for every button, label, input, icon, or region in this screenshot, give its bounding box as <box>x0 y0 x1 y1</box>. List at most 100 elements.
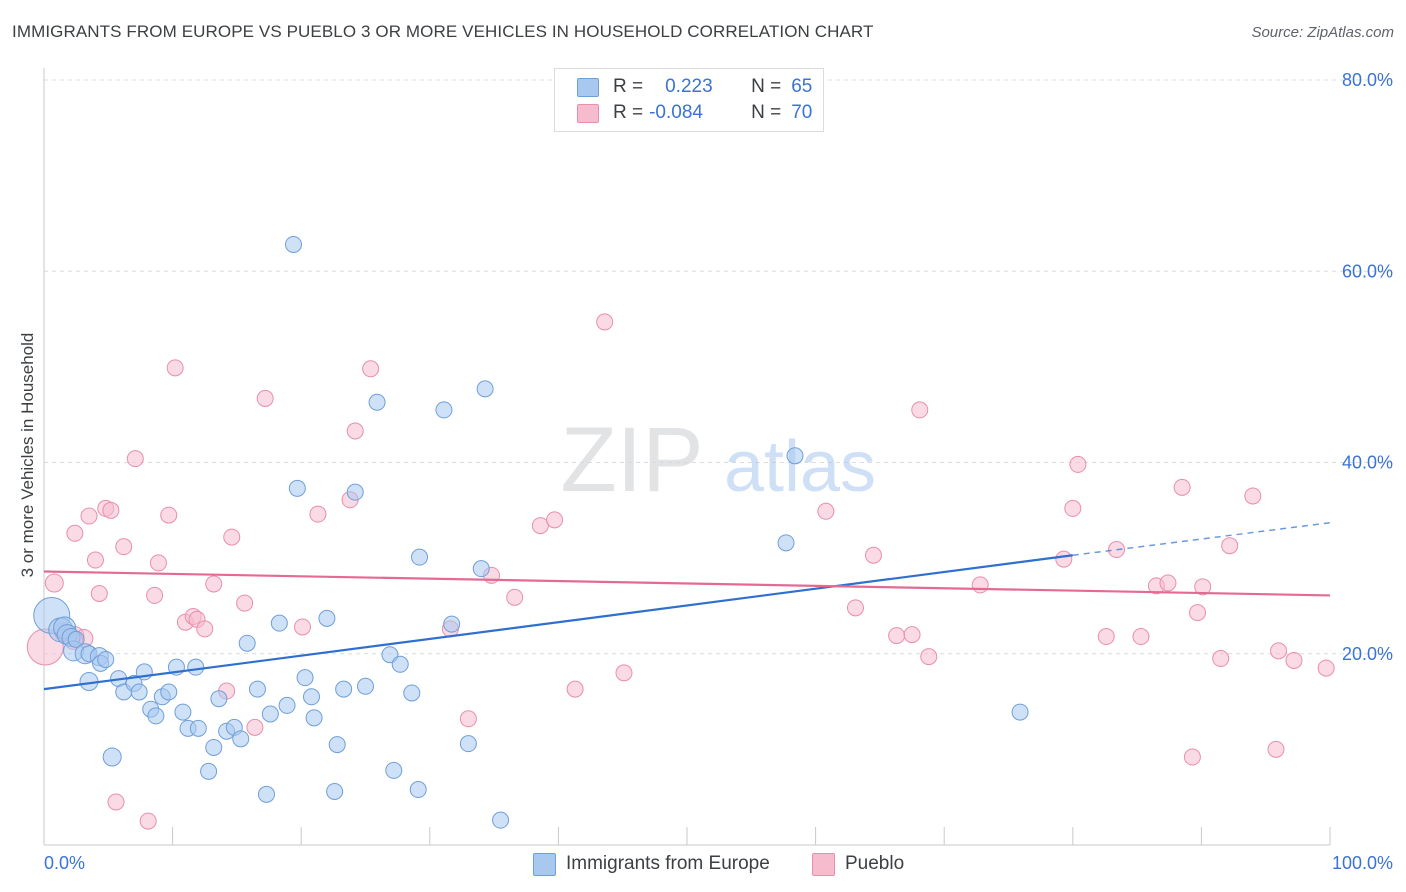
pueblo-point <box>160 506 178 524</box>
europe-point <box>257 785 275 803</box>
pueblo-point <box>596 313 614 331</box>
pueblo-point <box>506 588 524 606</box>
pueblo-point <box>362 360 380 378</box>
europe-point <box>786 447 804 465</box>
pueblo-point <box>817 502 835 520</box>
pueblo-point <box>1267 740 1285 758</box>
legend-item-europe[interactable]: Immigrants from Europe <box>533 852 770 876</box>
europe-point <box>472 560 490 578</box>
pueblo-point <box>1064 499 1082 517</box>
series-name-pueblo: Pueblo <box>845 853 905 874</box>
pueblo-point <box>126 450 144 468</box>
europe-point <box>409 781 427 799</box>
pueblo-point <box>566 680 584 698</box>
trend-lines <box>43 521 1331 691</box>
pueblo-point <box>346 422 364 440</box>
pueblo-point <box>196 620 214 638</box>
pueblo-swatch <box>577 103 599 123</box>
legend-row-europe: R = 0.223 N = 65 <box>577 75 812 99</box>
pueblo-point <box>1212 650 1230 668</box>
europe-point <box>248 680 266 698</box>
pueblo-point <box>1132 628 1150 646</box>
pueblo-point <box>920 648 938 666</box>
europe-point <box>174 703 192 721</box>
pueblo-point <box>236 594 254 612</box>
x-tick-label: 0.0% <box>44 853 85 873</box>
pueblo-swatch <box>812 852 835 876</box>
europe-point <box>278 696 296 714</box>
europe-swatch <box>577 77 599 97</box>
europe-point <box>238 634 256 652</box>
pueblo-point <box>846 599 864 617</box>
europe-point <box>210 690 228 708</box>
y-tick-label: 40.0% <box>1342 453 1393 473</box>
europe-point <box>346 483 364 501</box>
n-label: N = <box>751 102 782 123</box>
europe-point <box>284 235 302 253</box>
pueblo-point <box>1097 628 1115 646</box>
tick-labels: 20.0% 40.0% 60.0% 80.0% 0.0% 100.0% <box>44 70 1393 873</box>
pueblo-point <box>90 585 108 603</box>
pueblo-point <box>102 501 120 519</box>
europe-point <box>67 630 85 648</box>
europe-point <box>391 655 409 673</box>
pueblo-point <box>459 710 477 728</box>
europe-point <box>187 658 205 676</box>
watermark: ZIP atlas <box>560 409 876 511</box>
pueblo-point <box>888 627 906 645</box>
pueblo-point <box>146 586 164 604</box>
correlation-legend: R = 0.223 N = 65 R = -0.084 N = 70 <box>554 68 824 132</box>
europe-point <box>102 747 122 767</box>
pueblo-point <box>309 505 327 523</box>
europe-point <box>403 684 421 702</box>
pueblo-point <box>1183 748 1201 766</box>
watermark-zip: ZIP <box>560 409 703 511</box>
pueblo-point <box>44 573 64 593</box>
r-label: R = <box>613 102 644 123</box>
r-value: -0.084 <box>649 102 703 123</box>
immigrants-europe-points <box>33 235 1029 829</box>
pueblo-point <box>1317 659 1335 677</box>
europe-point <box>189 719 207 737</box>
pueblo-point <box>1221 537 1239 555</box>
europe-point <box>147 707 165 725</box>
legend-row-pueblo: R = -0.084 N = 70 <box>577 101 812 125</box>
europe-point <box>288 479 306 497</box>
europe-point <box>302 688 320 706</box>
europe-point <box>305 709 323 727</box>
europe-point <box>326 782 344 800</box>
chart-title: IMMIGRANTS FROM EUROPE VS PUEBLO 3 OR MO… <box>12 22 874 41</box>
y-tick-label: 20.0% <box>1342 644 1393 664</box>
europe-point <box>160 683 178 701</box>
europe-point <box>1011 703 1029 721</box>
pueblo-point <box>1244 487 1262 505</box>
pueblo-point <box>546 511 564 529</box>
r-label: R = <box>613 76 644 97</box>
pueblo-point <box>911 401 929 419</box>
europe-point <box>205 738 223 756</box>
europe-point <box>476 380 494 398</box>
europe-point <box>385 761 403 779</box>
pueblo-point <box>205 575 223 593</box>
pueblo-point <box>864 546 882 564</box>
pueblo-point <box>531 517 549 535</box>
europe-point <box>97 650 115 668</box>
pueblo-point <box>1069 455 1087 473</box>
europe-trend-extension <box>1072 521 1331 557</box>
x-tick-label: 100.0% <box>1332 853 1393 873</box>
europe-point <box>130 683 148 701</box>
pueblo-point <box>139 812 157 830</box>
pueblo-point <box>293 618 311 636</box>
pueblo-point <box>256 389 274 407</box>
europe-point <box>296 669 314 687</box>
europe-point <box>777 534 795 552</box>
pueblo-point <box>115 538 133 556</box>
y-tick-label: 80.0% <box>1342 70 1393 90</box>
watermark-atlas: atlas <box>724 427 876 507</box>
europe-point <box>328 736 346 754</box>
legend-item-pueblo[interactable]: Pueblo <box>812 852 904 876</box>
pueblo-point <box>1285 651 1303 669</box>
europe-point <box>459 735 477 753</box>
europe-point <box>368 393 386 411</box>
